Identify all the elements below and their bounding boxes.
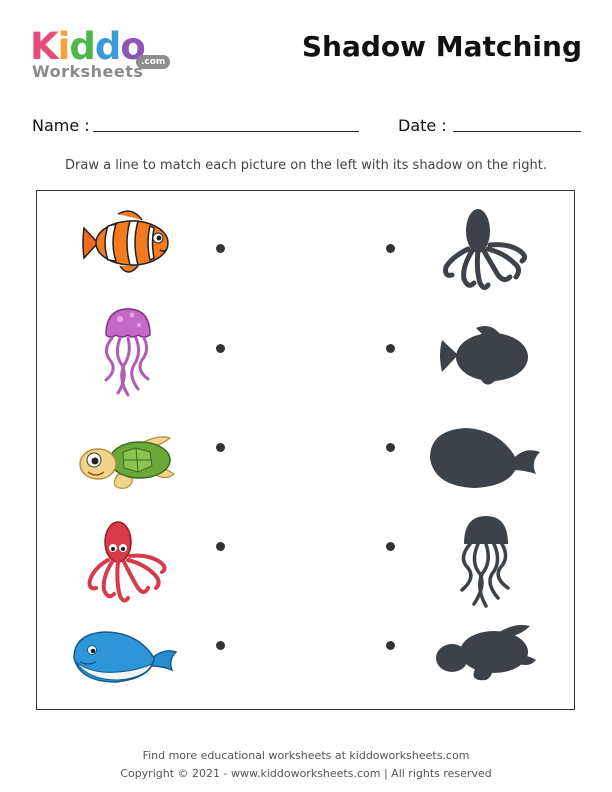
- left-dot-3[interactable]: [216, 443, 225, 452]
- logo-wordmark: Kiddo: [30, 25, 146, 68]
- matching-area: [36, 190, 575, 710]
- left-dot-4[interactable]: [216, 542, 225, 551]
- page-title: Shadow Matching: [301, 30, 582, 63]
- date-label: Date :: [398, 116, 447, 135]
- logo: Kiddo Worksheets .com: [30, 28, 180, 84]
- octopus-shadow-icon: [443, 209, 528, 291]
- whale-shadow-icon: [430, 428, 540, 488]
- logo-letter: K: [30, 25, 59, 68]
- turtle-icon: [79, 436, 175, 489]
- footer-copyright: Copyright © 2021 - www.kiddoworksheets.c…: [120, 767, 492, 780]
- date-field[interactable]: [453, 131, 581, 132]
- turtle-shadow-icon: [436, 625, 536, 681]
- logo-letter: d: [94, 25, 121, 68]
- instruction-text: Draw a line to match each picture on the…: [65, 158, 547, 173]
- clownfish-icon: [82, 210, 169, 273]
- logo-dotcom-badge: .com: [136, 55, 171, 69]
- jellyfish-shadow-icon: [460, 516, 510, 608]
- logo-letter: d: [69, 25, 95, 68]
- right-dot-4[interactable]: [386, 542, 395, 551]
- fish-shadow-icon: [440, 326, 528, 385]
- jellyfish-icon: [104, 308, 151, 397]
- footer-line-1: Find more educational worksheets at kidd…: [142, 749, 470, 762]
- left-dot-5[interactable]: [216, 641, 225, 650]
- logo-letter: i: [57, 25, 71, 68]
- name-field[interactable]: [93, 131, 359, 132]
- right-dot-2[interactable]: [386, 344, 395, 353]
- octopus-icon: [87, 521, 167, 603]
- logo-subtitle: Worksheets: [32, 62, 144, 81]
- left-dot-2[interactable]: [216, 344, 225, 353]
- whale-icon: [73, 631, 178, 683]
- name-label: Name :: [32, 116, 90, 135]
- right-dot-3[interactable]: [386, 443, 395, 452]
- right-dot-5[interactable]: [386, 641, 395, 650]
- right-dot-1[interactable]: [386, 244, 395, 253]
- left-dot-1[interactable]: [216, 244, 225, 253]
